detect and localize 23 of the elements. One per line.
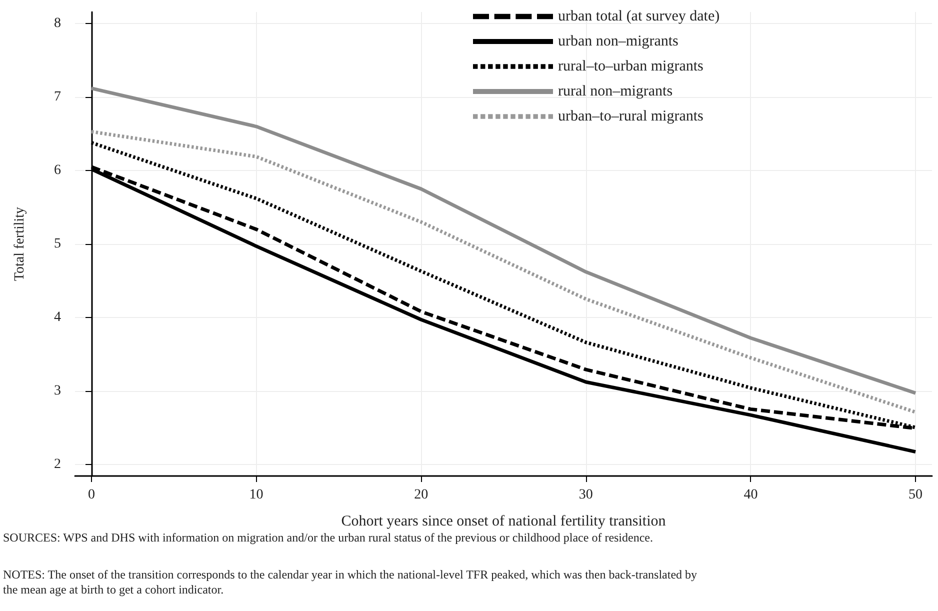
x-tick-label: 40 bbox=[744, 488, 758, 502]
x-tick-label: 10 bbox=[249, 488, 264, 502]
y-tick-label: 3 bbox=[54, 383, 61, 398]
x-tick-label: 50 bbox=[908, 488, 923, 502]
legend-label: rural non–migrants bbox=[558, 84, 673, 100]
y-tick-label: 6 bbox=[54, 163, 61, 178]
source-note: SOURCES: WPS and DHS with information on migration and/or the urban rural status of the previous or childhood place of residence. bbox=[3, 530, 653, 544]
y-tick-label: 5 bbox=[54, 236, 61, 252]
x-tick-label: 0 bbox=[88, 488, 95, 502]
y-tick-label: 8 bbox=[54, 16, 61, 32]
y-tick-label: 7 bbox=[54, 90, 61, 105]
y-tick-label: 2 bbox=[54, 456, 61, 472]
text: NOTES: The onset of the transition corresponds to the calendar year in which the national-level TFR peaked, which was then back-translated by the mean age at birth to get a cohort indicator. bbox=[3, 568, 700, 596]
x-tick-label: 20 bbox=[414, 488, 428, 502]
y-axis-title: Total fertility bbox=[12, 206, 28, 282]
legend-label: urban–to–rural migrants bbox=[558, 108, 704, 124]
x-tick-label: 30 bbox=[578, 488, 593, 502]
legend-label: urban non–migrants bbox=[558, 34, 679, 50]
legend-label: rural–to–urban migrants bbox=[558, 58, 704, 74]
x-axis-title: Cohort years since onset of national fertility transition bbox=[341, 514, 666, 530]
y-tick-label: 4 bbox=[54, 310, 61, 325]
line-series bbox=[90, 86, 918, 395]
legend-label: urban total (at survey date) bbox=[558, 8, 720, 24]
